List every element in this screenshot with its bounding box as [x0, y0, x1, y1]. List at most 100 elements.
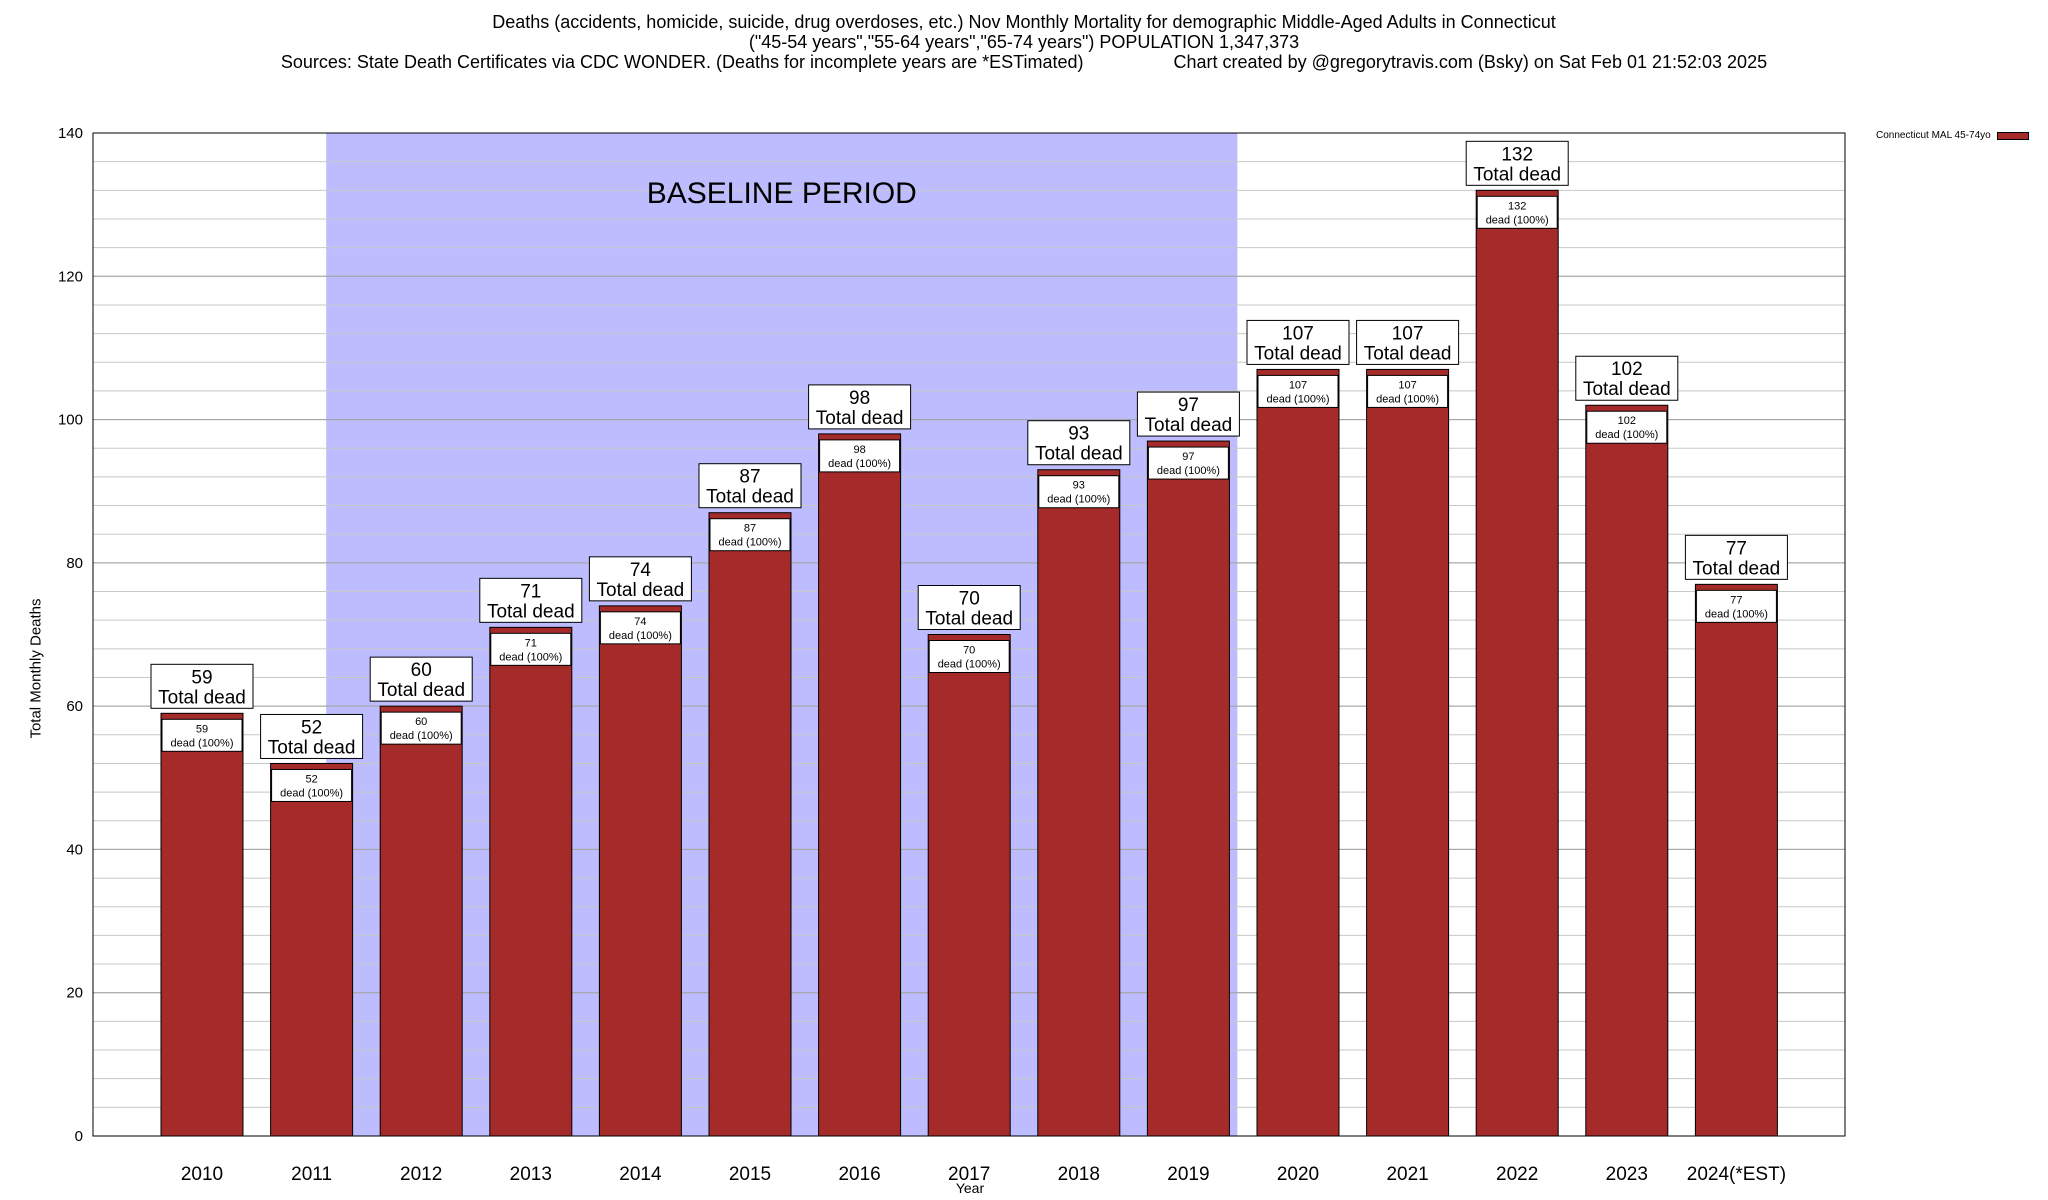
legend-swatch — [1996, 131, 2029, 140]
x-tick-label: 2018 — [1058, 1164, 1100, 1185]
bar-top-label: Total dead — [1035, 444, 1123, 465]
bar-inner-label: dead (100%) — [1267, 393, 1330, 405]
y-tick-label: 80 — [66, 555, 83, 572]
bar-top-label-box — [1684, 534, 1788, 580]
y-tick-label: 60 — [66, 698, 83, 715]
legend: Connecticut MAL 45-74yo — [1876, 130, 2029, 141]
bar-inner-label-box — [271, 768, 353, 802]
bar-value-label: 59 — [191, 667, 212, 688]
bar-top-label-box — [1465, 140, 1569, 186]
bar — [1256, 368, 1340, 1137]
x-tick-label: 2020 — [1277, 1164, 1319, 1185]
bar-inner-label-box — [161, 718, 243, 752]
bar-top-label: Total dead — [487, 601, 575, 622]
bar-value-label: 74 — [630, 560, 652, 581]
bar-inner-value: 107 — [1289, 379, 1307, 391]
bar-inner-label: dead (100%) — [609, 630, 672, 642]
bar-top-label-box — [150, 663, 254, 709]
bar — [160, 712, 244, 1137]
bar-top-label: Total dead — [706, 487, 794, 508]
bar-inner-value: 107 — [1398, 379, 1416, 391]
bar-inner-label: dead (100%) — [1486, 214, 1549, 226]
bar-inner-label-box — [1586, 410, 1668, 444]
bar-inner-label: dead (100%) — [938, 659, 1001, 671]
y-axis-label: Total Monthly Deaths — [27, 598, 45, 739]
bar-inner-label: dead (100%) — [828, 458, 891, 470]
bar-inner-label: dead (100%) — [1376, 393, 1439, 405]
bar-top-label: Total dead — [1364, 343, 1452, 364]
bar-top-label: Total dead — [597, 580, 685, 601]
chart-title: Deaths (accidents, homicide, suicide, dr… — [0, 12, 2048, 72]
x-tick-label: 2024(*EST) — [1687, 1164, 1786, 1185]
title-line-1: Deaths (accidents, homicide, suicide, dr… — [492, 12, 1556, 32]
bar-inner-label-box — [1695, 589, 1777, 623]
bar — [1475, 189, 1559, 1137]
bar-top-label-box — [1356, 319, 1460, 365]
bar-inner-label: dead (100%) — [1595, 429, 1658, 441]
bar-inner-label-box — [490, 632, 572, 666]
bar-value-label: 71 — [520, 581, 541, 602]
x-axis-label: Year — [955, 1180, 985, 1196]
bar-value-label: 77 — [1726, 538, 1747, 559]
x-tick-label: 2010 — [181, 1164, 223, 1185]
bar-inner-label-box — [819, 439, 901, 473]
bar-inner-value: 60 — [415, 716, 427, 728]
bar — [1037, 469, 1121, 1137]
bar-value-label: 52 — [301, 717, 322, 738]
bar-inner-label-box — [709, 518, 791, 552]
bar-top-label-box — [808, 384, 912, 430]
bar-inner-label-box — [380, 711, 462, 745]
bar-inner-label-box — [1367, 374, 1449, 408]
bar-inner-value: 52 — [305, 773, 317, 785]
x-tick-label: 2022 — [1496, 1164, 1538, 1185]
title-line-3: Sources: State Death Certificates via CD… — [280, 52, 1768, 72]
bar-inner-value: 77 — [1730, 594, 1742, 606]
y-tick-label: 120 — [58, 268, 83, 285]
title-line-2: ("45-54 years","55-64 years","65-74 year… — [748, 32, 1300, 52]
bar-inner-label: dead (100%) — [499, 651, 562, 663]
bar-top-label: Total dead — [816, 408, 904, 429]
bar-top-label-box — [588, 556, 692, 602]
bar — [1146, 440, 1230, 1137]
bar-top-label-box — [917, 585, 1021, 630]
x-tick-label: 2016 — [838, 1164, 880, 1185]
bar-inner-value: 93 — [1073, 480, 1085, 492]
bar-top-label-box — [698, 463, 802, 509]
bar-top-label-box — [260, 713, 364, 759]
bar-inner-value: 71 — [525, 637, 537, 649]
bar-top-label: Total dead — [158, 687, 246, 708]
bar-inner-value: 98 — [853, 444, 865, 456]
bar — [708, 512, 792, 1137]
bar-value-label: 97 — [1178, 395, 1199, 416]
bar-value-label: 87 — [739, 467, 760, 488]
bar-inner-label-box — [928, 640, 1010, 673]
bar-inner-label: dead (100%) — [280, 787, 343, 799]
bar — [1694, 583, 1778, 1137]
bar-inner-label-box — [1257, 374, 1339, 408]
x-tick-label: 2021 — [1386, 1164, 1428, 1185]
bar-inner-label: dead (100%) — [171, 737, 234, 749]
bar-inner-label-box — [1476, 195, 1558, 229]
bar-value-label: 98 — [849, 388, 870, 409]
bar-top-label-box — [1027, 420, 1131, 466]
bar-inner-value: 97 — [1182, 451, 1194, 463]
bar — [489, 626, 573, 1137]
bar-inner-label: dead (100%) — [1705, 608, 1768, 620]
bar — [818, 433, 902, 1137]
bar-top-label: Total dead — [1254, 343, 1342, 364]
bar-top-label: Total dead — [1145, 415, 1233, 436]
y-tick-label: 100 — [58, 412, 83, 429]
bar-inner-value: 74 — [634, 616, 646, 628]
baseline-region-label: BASELINE PERIOD — [647, 177, 917, 210]
x-tick-label: 2023 — [1606, 1164, 1648, 1185]
legend-label: Connecticut MAL 45-74yo — [1876, 130, 1991, 141]
bar-inner-label: dead (100%) — [719, 537, 782, 549]
bar-value-label: 93 — [1068, 424, 1089, 445]
bar-top-label-box — [1136, 391, 1240, 437]
bar-value-label: 70 — [959, 589, 980, 610]
bar-value-label: 102 — [1611, 359, 1643, 380]
bar — [270, 762, 354, 1137]
bar-top-label: Total dead — [377, 680, 465, 701]
bar-top-label: Total dead — [925, 609, 1013, 630]
bar-inner-value: 70 — [963, 645, 975, 657]
